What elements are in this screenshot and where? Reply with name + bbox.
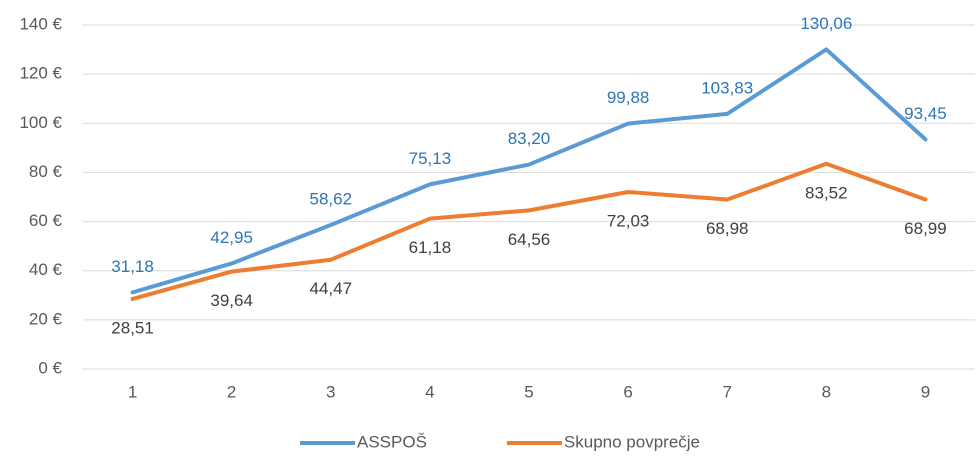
data-label: 99,88 [607, 88, 650, 107]
y-tick-label: 40 € [29, 260, 63, 279]
x-tick-label: 2 [227, 382, 236, 401]
x-tick-label: 9 [921, 382, 930, 401]
data-label: 68,98 [706, 219, 749, 238]
y-tick-label: 80 € [29, 162, 63, 181]
x-tick-label: 5 [524, 382, 533, 401]
y-tick-label: 140 € [19, 14, 62, 33]
legend-label: ASSPOŠ [357, 432, 427, 451]
data-label: 42,95 [210, 228, 253, 247]
data-label: 31,18 [111, 257, 154, 276]
data-label: 68,99 [904, 219, 947, 238]
data-label: 75,13 [409, 149, 452, 168]
data-label: 72,03 [607, 211, 650, 230]
x-tick-label: 1 [128, 382, 137, 401]
data-label: 130,06 [800, 14, 852, 33]
x-tick-label: 7 [722, 382, 731, 401]
x-tick-label: 4 [425, 382, 434, 401]
data-label: 83,20 [508, 129, 551, 148]
x-tick-label: 8 [822, 382, 831, 401]
y-tick-label: 20 € [29, 309, 63, 328]
series-line [130, 47, 928, 295]
data-label: 39,64 [210, 291, 253, 310]
legend-label: Skupno povprečje [564, 432, 700, 451]
data-label: 83,52 [805, 183, 848, 202]
series-line [130, 161, 928, 301]
x-tick-label: 3 [326, 382, 335, 401]
data-label: 58,62 [310, 189, 353, 208]
data-label: 61,18 [409, 238, 452, 257]
data-label: 93,45 [904, 104, 947, 123]
y-tick-label: 120 € [19, 64, 62, 83]
data-label: 28,51 [111, 318, 154, 337]
x-tick-label: 6 [623, 382, 632, 401]
y-tick-label: 0 € [38, 358, 62, 377]
data-label: 103,83 [701, 78, 753, 97]
data-label: 64,56 [508, 230, 551, 249]
y-tick-label: 60 € [29, 211, 63, 230]
data-label: 44,47 [310, 279, 353, 298]
y-tick-label: 100 € [19, 113, 62, 132]
